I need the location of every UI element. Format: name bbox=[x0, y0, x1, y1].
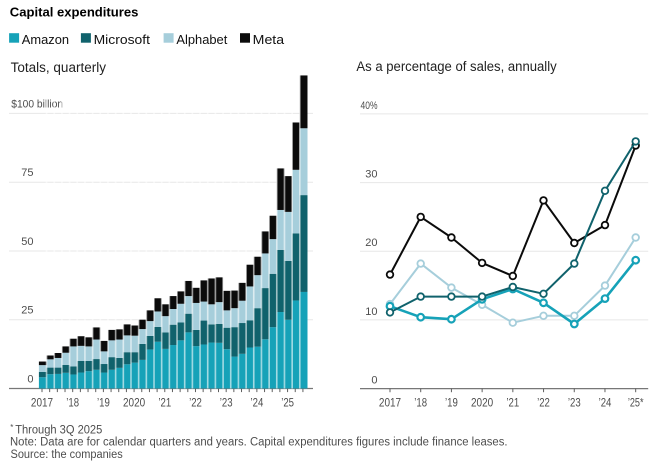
svg-text:’19: ’19 bbox=[445, 396, 458, 410]
svg-text:’24: ’24 bbox=[599, 396, 612, 410]
svg-text:25: 25 bbox=[21, 305, 33, 317]
svg-text:’18: ’18 bbox=[414, 396, 427, 410]
svg-text:2020: 2020 bbox=[123, 396, 145, 410]
svg-text:75: 75 bbox=[21, 167, 33, 179]
svg-text:30: 30 bbox=[365, 169, 377, 181]
svg-text:Capital expenditures: Capital expenditures bbox=[10, 5, 139, 20]
svg-text:*: * bbox=[10, 423, 13, 432]
svg-text:Alphabet: Alphabet bbox=[176, 32, 227, 47]
svg-text:’22: ’22 bbox=[537, 396, 550, 410]
svg-text:’23: ’23 bbox=[220, 396, 233, 410]
svg-text:’21: ’21 bbox=[506, 396, 519, 410]
svg-text:Amazon: Amazon bbox=[22, 32, 69, 47]
svg-text:’25*: ’25* bbox=[628, 396, 644, 410]
svg-text:As a percentage of sales, annu: As a percentage of sales, annually bbox=[356, 59, 557, 74]
svg-text:50: 50 bbox=[21, 236, 33, 248]
svg-text:Source: the companies: Source: the companies bbox=[11, 449, 123, 461]
svg-text:Meta: Meta bbox=[253, 32, 285, 47]
svg-text:’25: ’25 bbox=[281, 396, 294, 410]
svg-text:2017: 2017 bbox=[31, 396, 53, 410]
svg-text:40%: 40% bbox=[361, 100, 378, 112]
svg-text:’23: ’23 bbox=[568, 396, 581, 410]
svg-text:’21: ’21 bbox=[158, 396, 171, 410]
svg-text:Note: Data are for calendar qu: Note: Data are for calendar quarters and… bbox=[10, 437, 508, 449]
svg-text:20: 20 bbox=[365, 237, 377, 249]
svg-text:Microsoft: Microsoft bbox=[94, 32, 151, 47]
svg-text:Totals, quarterly: Totals, quarterly bbox=[11, 60, 107, 75]
svg-text:0: 0 bbox=[371, 375, 377, 387]
svg-text:’19: ’19 bbox=[97, 396, 110, 410]
svg-text:$100 billion: $100 billion bbox=[11, 99, 63, 111]
svg-text:10: 10 bbox=[365, 306, 377, 318]
svg-text:2020: 2020 bbox=[471, 396, 493, 410]
svg-text:2017: 2017 bbox=[379, 396, 401, 410]
svg-text:’24: ’24 bbox=[251, 396, 264, 410]
svg-text:’22: ’22 bbox=[189, 396, 202, 410]
svg-text:’18: ’18 bbox=[66, 396, 79, 410]
svg-text:Through 3Q 2025: Through 3Q 2025 bbox=[15, 424, 102, 436]
svg-text:0: 0 bbox=[27, 374, 33, 386]
